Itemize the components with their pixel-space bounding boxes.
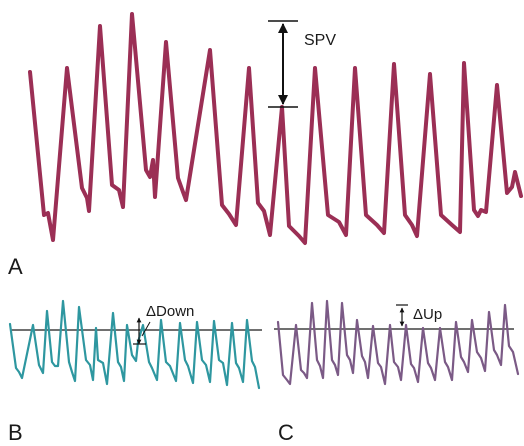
- panel-b: ΔDown B: [8, 299, 262, 445]
- delta-down-leader-line: [141, 321, 151, 337]
- panel-c: ΔUp C: [274, 299, 520, 445]
- spv-label: SPV: [304, 32, 336, 49]
- panel-a-label: A: [8, 254, 23, 279]
- panel-b-label: B: [8, 420, 23, 445]
- panel-a-waveform: [28, 12, 523, 245]
- delta-down-label: ΔDown: [146, 303, 194, 320]
- panel-b-waveform: [8, 299, 261, 390]
- delta-up-label: ΔUp: [413, 306, 442, 323]
- panel-c-label: C: [278, 420, 294, 445]
- panel-a: SPV A: [8, 12, 523, 279]
- panel-c-waveform: [276, 299, 520, 386]
